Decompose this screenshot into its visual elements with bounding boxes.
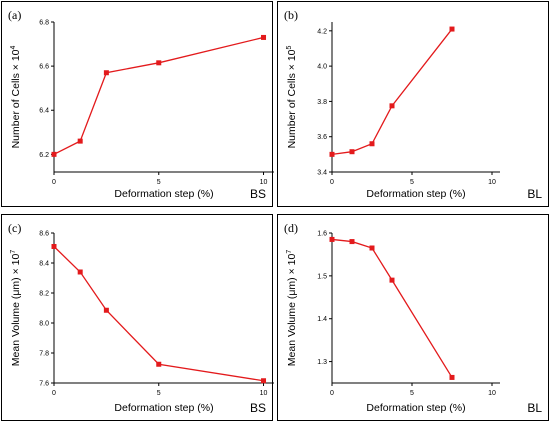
chart-panel-2: 0 5 10 3.4 3.6 3.8 4.0 4.2 Deformation step (%) N… <box>277 1 549 207</box>
x-axis-title: Deformation step (%) <box>366 402 465 414</box>
data-point <box>51 151 57 157</box>
x-axis-title: Deformation step (%) <box>114 402 213 414</box>
x-tick-label: 5 <box>410 179 414 186</box>
data-point <box>329 236 335 242</box>
x-tick-label: 5 <box>157 179 161 186</box>
series-line <box>331 28 453 155</box>
data-point <box>103 70 109 76</box>
y-tick-label: 8.4 <box>39 261 49 268</box>
y-axis-title-text: Mean Volume (μm) × 10 <box>10 254 22 367</box>
y-axis-title-exponent: 7 <box>286 250 293 254</box>
y-tick-label: 1.6 <box>317 231 327 238</box>
panel-label: (c) <box>8 221 21 235</box>
y-axis-title: Mean Volume (μm) × 107 <box>286 250 298 367</box>
data-point <box>103 307 109 313</box>
series-line <box>53 246 264 382</box>
x-tick-label: 0 <box>330 179 334 186</box>
panel-corner-label: BS <box>250 187 266 201</box>
data-point <box>369 245 375 251</box>
data-point <box>389 277 395 283</box>
chart-panel-1: 0 5 10 6.2 6.4 6.6 6.8 Deformation step (%) Numb… <box>1 1 274 207</box>
panel-frame <box>1 1 273 207</box>
x-tick-label: 0 <box>52 390 56 397</box>
y-axis-title-text: Mean Volume (μm) × 10 <box>286 254 298 367</box>
data-point <box>329 151 335 157</box>
y-axis-title-exponent: 5 <box>286 45 293 49</box>
panel-corner-label: BL <box>527 187 542 201</box>
y-tick-label: 3.4 <box>317 170 327 177</box>
y-tick-label: 4.2 <box>317 28 327 35</box>
panel-label: (b) <box>284 8 298 22</box>
x-tick-label: 10 <box>260 390 268 397</box>
y-tick-label: 8.2 <box>39 291 49 298</box>
x-axis-title: Deformation step (%) <box>366 188 465 200</box>
y-tick-label: 7.6 <box>39 381 49 388</box>
y-tick-label: 1.3 <box>317 359 327 366</box>
panel-frame <box>277 1 549 207</box>
x-tick-label: 10 <box>488 179 496 186</box>
data-point <box>389 103 395 109</box>
x-tick-label: 10 <box>488 390 496 397</box>
y-axis-title-exponent: 7 <box>10 250 17 254</box>
y-axis-title: Number of Cells × 105 <box>286 45 298 148</box>
panel-corner-label: BL <box>527 401 542 415</box>
y-tick-label: 6.2 <box>39 152 49 159</box>
data-point <box>369 141 375 147</box>
data-point <box>156 361 162 367</box>
y-axis-title-exponent: 4 <box>10 45 17 49</box>
panel-corner-label: BS <box>250 401 266 415</box>
chart-panel-4: 0 5 10 1.3 1.4 1.5 1.6 Deformation step (%) Mean… <box>277 214 549 421</box>
y-axis-title-text: Number of Cells × 10 <box>10 49 22 148</box>
y-tick-label: 3.8 <box>317 99 327 106</box>
data-point <box>261 34 267 40</box>
data-point <box>77 269 83 275</box>
x-tick-label: 0 <box>52 179 56 186</box>
x-tick-label: 5 <box>410 390 414 397</box>
data-point <box>156 60 162 66</box>
data-point <box>261 378 267 384</box>
y-tick-label: 3.6 <box>317 134 327 141</box>
y-tick-label: 6.4 <box>39 108 49 115</box>
data-point <box>51 244 57 249</box>
y-axis-title: Number of Cells × 104 <box>10 45 22 148</box>
x-tick-label: 10 <box>260 179 268 186</box>
data-point <box>77 138 83 144</box>
y-tick-label: 8.0 <box>39 321 49 328</box>
data-point <box>349 149 355 155</box>
x-tick-label: 0 <box>330 390 334 397</box>
chart-panel-3: 0 5 10 7.6 7.8 8.0 8.2 8.4 8.6 Deformation step (… <box>1 214 274 421</box>
data-point <box>449 374 455 380</box>
y-tick-label: 8.6 <box>39 231 49 238</box>
data-point <box>349 239 355 245</box>
y-tick-label: 6.6 <box>39 64 49 71</box>
y-tick-label: 7.8 <box>39 351 49 358</box>
data-point <box>449 26 455 32</box>
panel-label: (d) <box>284 221 298 235</box>
panel-frame <box>1 214 273 421</box>
series-line <box>53 36 264 155</box>
y-tick-label: 1.4 <box>317 316 327 323</box>
series-line <box>331 238 453 378</box>
y-axis-title-text: Number of Cells × 10 <box>286 49 298 148</box>
y-axis-title: Mean Volume (μm) × 107 <box>10 250 22 367</box>
x-tick-label: 5 <box>157 390 161 397</box>
panel-frame <box>277 214 549 421</box>
x-axis-title: Deformation step (%) <box>114 188 213 200</box>
panel-label: (a) <box>8 8 21 22</box>
y-tick-label: 1.5 <box>317 273 327 280</box>
y-tick-label: 6.8 <box>39 20 49 27</box>
y-tick-label: 4.0 <box>317 64 327 71</box>
